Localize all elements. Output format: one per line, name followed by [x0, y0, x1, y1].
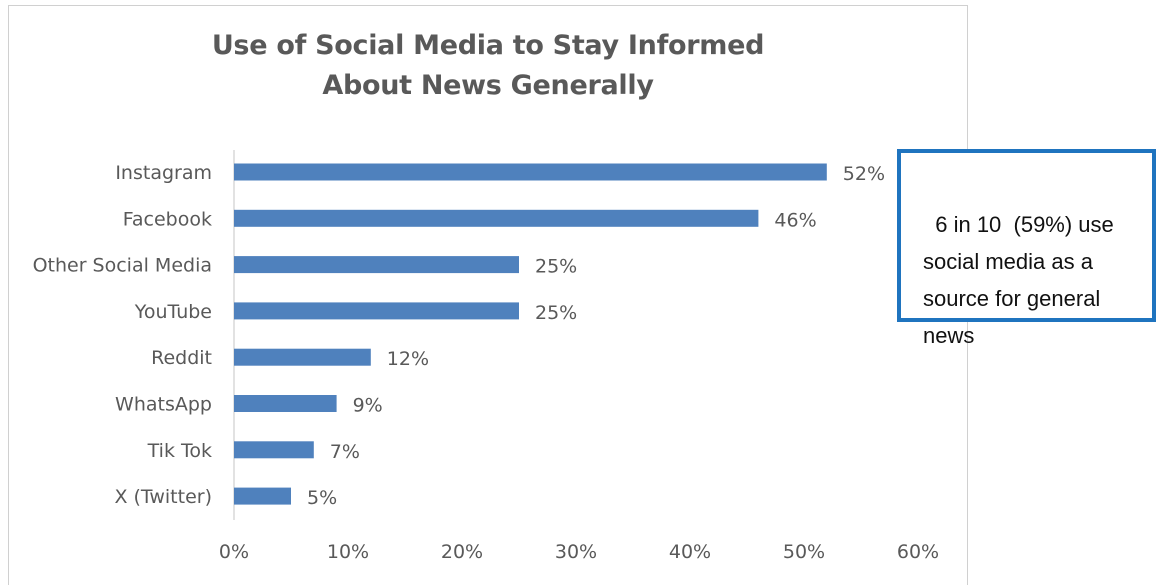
x-tick-label: 30%: [555, 541, 597, 563]
data-label: 46%: [774, 209, 816, 231]
bar: [234, 209, 759, 227]
x-tick-label: 20%: [441, 541, 483, 563]
callout-text: 6 in 10 (59%) use social media as a sour…: [923, 212, 1120, 348]
x-tick-label: 10%: [327, 541, 369, 563]
bar: [234, 487, 291, 505]
chart-frame: [8, 5, 968, 585]
chart-title: Use of Social Media to Stay Informed Abo…: [8, 26, 968, 106]
category-label: YouTube: [134, 301, 212, 323]
category-label: X (Twitter): [114, 486, 212, 508]
bar: [234, 302, 519, 320]
callout-box: 6 in 10 (59%) use social media as a sour…: [897, 149, 1156, 348]
data-label: 7%: [330, 441, 360, 463]
x-tick-label: 50%: [783, 541, 825, 563]
category-label: WhatsApp: [115, 394, 212, 416]
data-label: 12%: [387, 348, 429, 370]
category-label: Instagram: [115, 162, 212, 184]
data-label: 5%: [307, 487, 337, 509]
data-label: 25%: [535, 256, 577, 278]
bar: [234, 348, 371, 366]
chart-title-line-1: Use of Social Media to Stay Informed: [211, 30, 765, 61]
x-tick-label: 40%: [669, 541, 711, 563]
category-label: Tik Tok: [147, 440, 212, 462]
bar: [234, 395, 337, 412]
bar: [234, 163, 827, 181]
x-tick-label: 0%: [219, 541, 249, 563]
data-label: 25%: [535, 302, 577, 324]
category-label: Reddit: [151, 347, 212, 369]
data-label: 9%: [353, 395, 383, 417]
bar: [234, 441, 314, 459]
category-label: Facebook: [123, 208, 212, 230]
x-tick-label: 60%: [897, 541, 939, 563]
bar: [234, 256, 519, 274]
chart-title-line-2: About News Generally: [322, 70, 654, 101]
category-label: Other Social Media: [33, 255, 212, 277]
data-label: 52%: [843, 163, 885, 185]
